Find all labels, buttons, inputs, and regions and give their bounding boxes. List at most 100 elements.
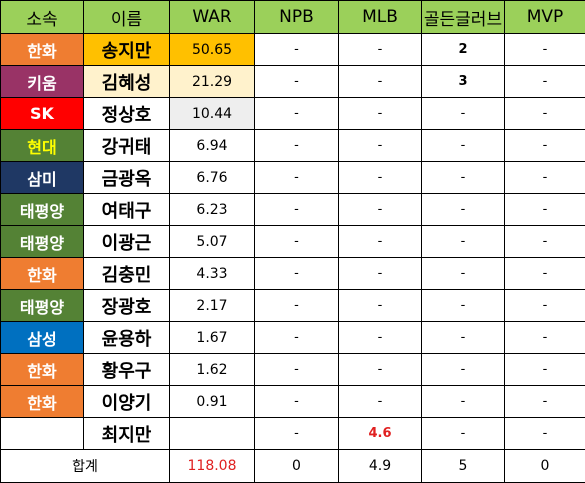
team-cell: 키움 [0, 65, 84, 98]
mlb-cell: - [338, 161, 422, 194]
mlb-cell: - [338, 289, 422, 322]
mlb-cell: - [338, 385, 422, 418]
team-cell: 한화 [0, 33, 84, 66]
table-row: 한화 황우구 1.62- - - - [0, 353, 585, 386]
npb-cell: - [254, 289, 339, 322]
mlb-cell: - [338, 129, 422, 162]
team-cell: 태평양 [0, 193, 84, 226]
total-mvp: 0 [504, 449, 585, 483]
player-name-cell: 최지만 [83, 417, 170, 450]
player-name-cell: 여태구 [83, 193, 170, 226]
golden-glove-cell: - [421, 97, 505, 130]
golden-glove-cell: - [421, 289, 505, 322]
total-npb: 0 [254, 449, 339, 483]
team-cell: 태평양 [0, 289, 84, 322]
npb-cell: - [254, 161, 339, 194]
mlb-cell: 4.6 [338, 417, 422, 450]
war-cell: 6.76 [169, 161, 255, 194]
mvp-cell: - [504, 289, 585, 322]
header-mvp: MVP [504, 0, 585, 34]
team-cell: 한화 [0, 257, 84, 290]
player-name-cell: 송지만 [83, 33, 170, 66]
table-row: 태평양 여태구 6.23- - - - [0, 193, 585, 226]
mlb-cell: - [338, 321, 422, 354]
war-cell: 21.29 [169, 65, 255, 98]
table-body: 한화 송지만 50.65- -2- 키움 김혜성 21.29- -3- SK 정상호 10.44- -… [0, 33, 585, 450]
header-npb: NPB [254, 0, 339, 34]
war-cell: 6.23 [169, 193, 255, 226]
table-row: SK 정상호 10.44- - - - [0, 97, 585, 130]
golden-glove-cell: - [421, 385, 505, 418]
table-row: 삼성 윤용하 1.67- - - - [0, 321, 585, 354]
npb-cell: - [254, 65, 339, 98]
mlb-cell: - [338, 193, 422, 226]
mvp-cell: - [504, 225, 585, 258]
golden-glove-cell: - [421, 417, 505, 450]
golden-glove-cell: 2 [421, 33, 505, 66]
golden-glove-cell: - [421, 321, 505, 354]
player-name-cell: 정상호 [83, 97, 170, 130]
golden-glove-cell: 3 [421, 65, 505, 98]
table-row: 태평양 이광근 5.07- - - - [0, 225, 585, 258]
war-cell: 1.62 [169, 353, 255, 386]
mlb-cell: - [338, 257, 422, 290]
table-row: 키움 김혜성 21.29- -3- [0, 65, 585, 98]
team-cell: 삼성 [0, 321, 84, 354]
war-cell [169, 417, 255, 450]
player-name-cell: 이양기 [83, 385, 170, 418]
golden-glove-cell: - [421, 225, 505, 258]
header-mlb: MLB [338, 0, 422, 34]
header-row: 소속 이름 WAR NPB MLB 골든글러브 MVP [0, 0, 585, 34]
player-name-cell: 금광옥 [83, 161, 170, 194]
npb-cell: - [254, 417, 339, 450]
player-name-cell: 장광호 [83, 289, 170, 322]
npb-cell: - [254, 257, 339, 290]
player-name-cell: 이광근 [83, 225, 170, 258]
mvp-cell: - [504, 321, 585, 354]
mvp-cell: - [504, 193, 585, 226]
player-name-cell: 김충민 [83, 257, 170, 290]
team-cell: 삼미 [0, 161, 84, 194]
team-cell: 태평양 [0, 225, 84, 258]
npb-cell: - [254, 385, 339, 418]
table-row: 한화 송지만 50.65- -2- [0, 33, 585, 66]
npb-cell: - [254, 193, 339, 226]
team-cell: SK [0, 97, 84, 130]
total-mlb: 4.9 [338, 449, 422, 483]
table-row: 한화 김충민 4.33- - - - [0, 257, 585, 290]
player-name-cell: 김혜성 [83, 65, 170, 98]
golden-glove-cell: - [421, 129, 505, 162]
mlb-cell: - [338, 225, 422, 258]
table-row: 태평양 장광호 2.17- - - - [0, 289, 585, 322]
table-row: 한화 이양기 0.91- - - - [0, 385, 585, 418]
mvp-cell: - [504, 161, 585, 194]
player-name-cell: 황우구 [83, 353, 170, 386]
war-cell: 10.44 [169, 97, 255, 130]
mlb-cell: - [338, 353, 422, 386]
war-cell: 2.17 [169, 289, 255, 322]
npb-cell: - [254, 129, 339, 162]
golden-glove-cell: - [421, 353, 505, 386]
player-name-cell: 강귀태 [83, 129, 170, 162]
npb-cell: - [254, 321, 339, 354]
table-row: 현대 강귀태 6.94- - - - [0, 129, 585, 162]
war-cell: 4.33 [169, 257, 255, 290]
team-cell: 한화 [0, 353, 84, 386]
mvp-cell: - [504, 65, 585, 98]
mlb-cell: - [338, 33, 422, 66]
player-name-cell: 윤용하 [83, 321, 170, 354]
team-cell: 현대 [0, 129, 84, 162]
mlb-cell: - [338, 65, 422, 98]
mvp-cell: - [504, 129, 585, 162]
table-row: 삼미 금광옥 6.76- - - - [0, 161, 585, 194]
npb-cell: - [254, 225, 339, 258]
war-cell: 50.65 [169, 33, 255, 66]
golden-glove-cell: - [421, 257, 505, 290]
golden-glove-cell: - [421, 193, 505, 226]
total-golden-glove: 5 [421, 449, 505, 483]
header-team: 소속 [0, 0, 84, 34]
total-label: 합계 [0, 449, 170, 483]
header-golden-glove: 골든글러브 [421, 0, 505, 34]
team-cell [0, 417, 84, 450]
